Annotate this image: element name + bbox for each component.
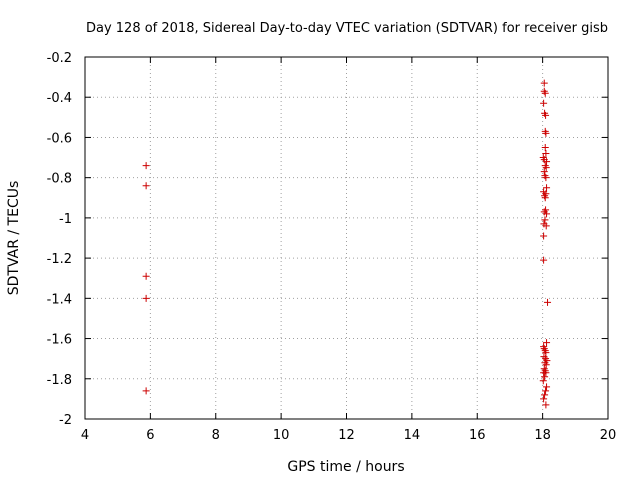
data-point [541,144,549,151]
x-tick-label: 20 [600,428,617,443]
data-point [142,272,150,280]
data-point [539,377,547,385]
y-tick-label: -1.6 [47,333,72,348]
x-tick-label: 6 [146,428,154,443]
data-point [542,111,550,119]
data-point [540,168,548,176]
data-point [541,89,549,97]
data-point [544,298,552,306]
data-point [542,401,550,409]
data-point [540,232,548,240]
x-tick-label: 12 [338,428,355,443]
y-tick-label: -0.6 [47,131,72,146]
chart-title: Day 128 of 2018, Sidereal Day-to-day VTE… [86,21,608,36]
data-point [542,369,550,377]
data-point [142,182,150,190]
grid [85,57,608,419]
data-points [142,79,552,409]
data-point [543,339,551,347]
x-tick-label: 4 [81,428,89,443]
data-point [541,216,549,224]
data-point [542,222,550,230]
data-point [541,194,549,202]
data-point [142,387,150,395]
axis-ticks: 4 6 8 10 12 14 16 18 20 -0.2 -0.4 -0.6 -0.8 -1 -1.2 -1.… [47,51,617,443]
data-point [543,383,551,391]
data-point [542,361,550,369]
data-point [540,256,548,264]
y-tick-label: -0.8 [47,172,72,187]
y-tick-label: -0.4 [47,91,72,106]
y-tick-label: -1.8 [47,373,72,388]
data-point [542,150,550,158]
data-point [542,349,550,357]
y-tick-label: -1.2 [47,252,72,267]
y-tick-label: -0.2 [47,51,72,66]
y-tick-label: -2 [59,413,72,428]
x-tick-label: 16 [469,428,486,443]
data-point [142,294,150,302]
x-tick-label: 8 [212,428,220,443]
data-point [543,184,551,192]
data-point [541,391,549,399]
data-point [541,373,549,381]
y-axis-label: SDTVAR / TECUs [6,181,22,296]
x-tick-label: 14 [404,428,421,443]
data-point [543,158,551,166]
x-tick-label: 18 [534,428,551,443]
y-tick-label: -1.4 [47,292,72,307]
data-point [540,99,548,107]
data-point [142,162,150,170]
data-point [540,79,548,87]
data-point [542,174,550,182]
data-point [542,387,550,395]
y-tick-label: -1 [59,212,72,227]
data-point [543,210,551,218]
x-axis-label: GPS time / hours [287,459,404,475]
data-point [542,164,550,172]
x-tick-label: 10 [273,428,290,443]
data-point [542,129,550,137]
data-point [540,395,548,403]
